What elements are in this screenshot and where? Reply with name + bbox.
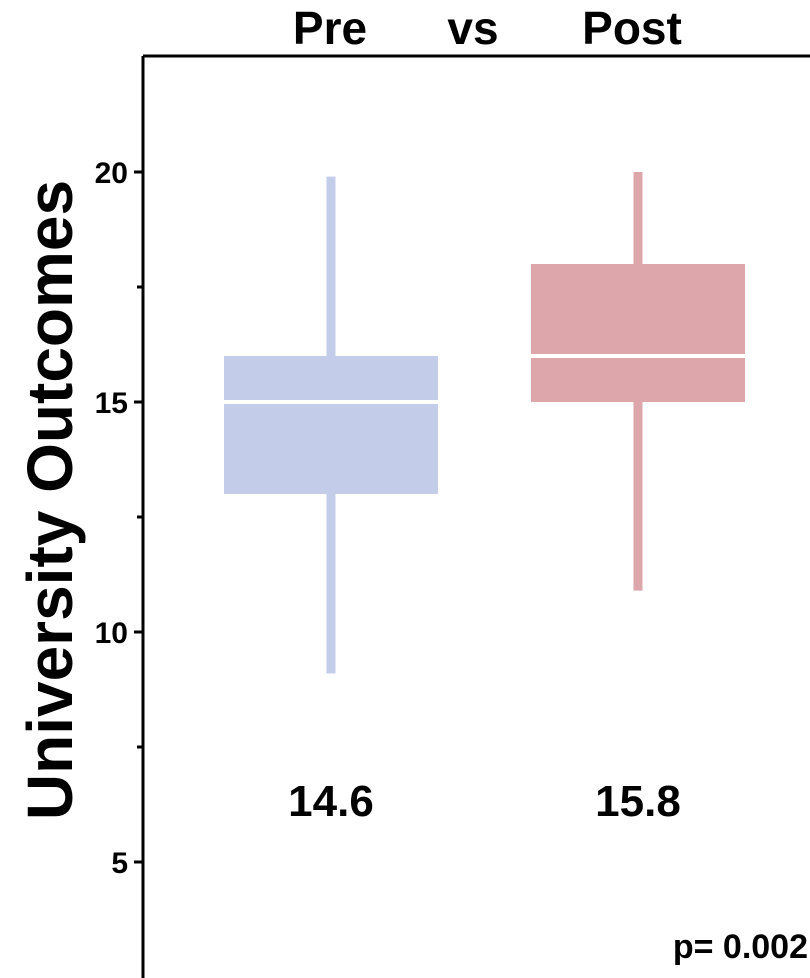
box-iqr bbox=[531, 264, 745, 402]
mean-label: 14.6 bbox=[288, 777, 374, 826]
plot-area: 14.6 15.8 bbox=[224, 172, 745, 826]
title-post: Post bbox=[582, 2, 682, 54]
p-value-annotation: p= 0.002 bbox=[673, 928, 808, 966]
y-axis: 5 10 15 20 bbox=[95, 157, 143, 880]
mean-label: 15.8 bbox=[595, 777, 681, 826]
box-post: 15.8 bbox=[531, 172, 745, 826]
title-pre: Pre bbox=[293, 2, 367, 54]
y-axis-label: University Outcomes bbox=[14, 180, 86, 820]
y-tick-label: 15 bbox=[95, 387, 128, 420]
y-tick-label: 10 bbox=[95, 617, 128, 650]
box-pre: 14.6 bbox=[224, 176, 438, 826]
y-tick-label: 20 bbox=[95, 157, 128, 190]
box-iqr bbox=[224, 356, 438, 494]
y-tick-label: 5 bbox=[111, 847, 128, 880]
title-vs: vs bbox=[447, 2, 498, 54]
